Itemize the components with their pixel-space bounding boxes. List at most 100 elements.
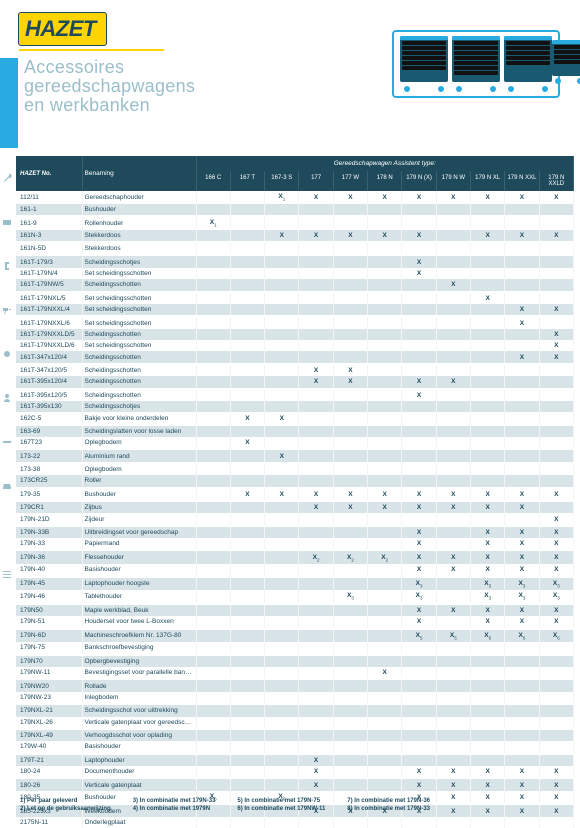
cell-mark	[196, 741, 230, 753]
footnote-line: 2) Let op de gebruiksaanwijzing	[20, 806, 111, 812]
cell-mark	[333, 412, 367, 424]
cell-code: 179N-33	[16, 538, 82, 550]
cell-mark	[436, 255, 470, 267]
cell-mark: X	[402, 526, 436, 538]
cell-mark	[471, 817, 505, 828]
cell-mark	[402, 437, 436, 449]
cell-mark	[368, 642, 402, 654]
cell-mark	[230, 538, 264, 550]
cell-mark	[368, 351, 402, 363]
cell-name: Set scheidingsschotten	[82, 268, 196, 279]
cell-mark	[299, 564, 333, 576]
footnote-line: 3) In combinatie met 179N-33	[133, 798, 216, 804]
cell-mark: X	[505, 191, 539, 204]
cell-mark	[299, 475, 333, 487]
cell-mark	[230, 642, 264, 654]
table-row: 179N-21DZijdeurX	[16, 513, 574, 525]
cell-code: 161N-5D	[16, 242, 82, 255]
cell-mark	[436, 655, 470, 667]
cell-mark	[265, 717, 299, 729]
cell-mark	[539, 389, 573, 401]
cell-mark	[265, 655, 299, 667]
cell-mark: X	[471, 778, 505, 790]
cell-code: 161T-395x130	[16, 401, 82, 412]
cell-mark	[402, 279, 436, 291]
cell-mark	[265, 389, 299, 401]
cell-mark	[299, 449, 333, 462]
cell-mark	[333, 564, 367, 576]
cell-mark	[505, 437, 539, 449]
cell-mark: X	[471, 292, 505, 304]
cell-name: Rollade	[82, 679, 196, 691]
cell-code: 2175N-11	[16, 817, 82, 828]
table-row: 161T-179/3ScheidingsschotjesX	[16, 255, 574, 267]
cell-mark	[196, 401, 230, 412]
cell-mark	[505, 425, 539, 437]
cell-mark	[471, 401, 505, 412]
cell-code: 161T-179/3	[16, 255, 82, 267]
cell-mark	[368, 389, 402, 401]
cell-mark	[299, 412, 333, 424]
cell-mark: X	[436, 191, 470, 204]
cell-mark	[471, 216, 505, 230]
cell-mark	[368, 604, 402, 616]
cell-mark	[539, 437, 573, 449]
cell-mark	[368, 255, 402, 267]
cell-mark	[230, 766, 264, 778]
cell-mark	[368, 316, 402, 328]
cell-mark	[368, 704, 402, 716]
cell-mark: X1	[265, 191, 299, 204]
cell-code: 162C-5	[16, 412, 82, 424]
table-row: 112/11GereedschaphouderX1XXXXXXXX	[16, 191, 574, 204]
cell-mark	[436, 729, 470, 741]
cell-mark	[368, 376, 402, 388]
cell-mark	[265, 538, 299, 550]
cell-mark	[265, 526, 299, 538]
cell-mark	[471, 204, 505, 216]
cell-mark	[402, 642, 436, 654]
cell-mark	[265, 216, 299, 230]
cell-mark	[436, 754, 470, 766]
cell-mark	[505, 754, 539, 766]
cell-mark	[471, 679, 505, 691]
cell-mark	[299, 616, 333, 628]
cell-mark: X	[299, 754, 333, 766]
footnote-line: 1) Per paar geleverd	[20, 798, 111, 804]
cell-mark	[230, 616, 264, 628]
cell-mark	[471, 316, 505, 328]
cell-mark	[402, 340, 436, 351]
cell-mark: X	[471, 564, 505, 576]
cell-mark	[299, 340, 333, 351]
col-header: 177 W	[333, 171, 367, 191]
cell-mark	[265, 741, 299, 753]
cell-mark	[505, 655, 539, 667]
cell-name: Rollenhouder	[82, 216, 196, 230]
cell-mark	[196, 340, 230, 351]
cell-mark	[436, 741, 470, 753]
cell-code: 179N-21D	[16, 513, 82, 525]
cell-mark	[402, 351, 436, 363]
product-images	[392, 30, 560, 98]
cell-mark	[333, 242, 367, 255]
cell-mark	[471, 437, 505, 449]
cell-mark	[471, 513, 505, 525]
cell-code: 179NW20	[16, 679, 82, 691]
cell-mark	[436, 590, 470, 604]
footnote-col: 1) Per paar geleverd 2) Let op de gebruik…	[20, 798, 111, 812]
col-header: 179 N XXL	[505, 171, 539, 191]
cell-mark	[368, 204, 402, 216]
cell-mark	[265, 340, 299, 351]
cell-mark	[539, 717, 573, 729]
cell-name: Uitbreidingset voor gereedschap	[82, 526, 196, 538]
cell-mark	[539, 242, 573, 255]
cell-mark	[196, 191, 230, 204]
cell-mark	[230, 629, 264, 643]
cell-mark	[265, 501, 299, 513]
cell-mark	[539, 279, 573, 291]
cell-mark	[402, 316, 436, 328]
cell-mark	[333, 425, 367, 437]
cell-mark	[196, 329, 230, 340]
cell-mark	[230, 304, 264, 316]
cell-mark	[196, 590, 230, 604]
cell-mark	[299, 292, 333, 304]
